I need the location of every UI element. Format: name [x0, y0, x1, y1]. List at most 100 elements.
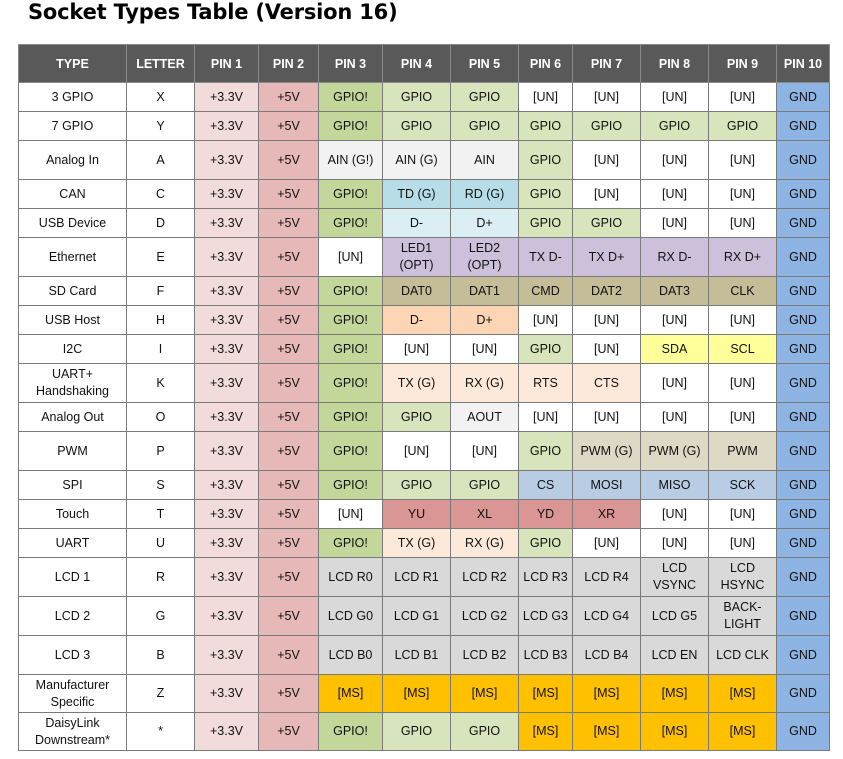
table-row: PWM P +3.3V +5V GPIO! [UN] [UN] GPIO PWM (G) PWM …: [18, 431, 830, 471]
socket-letter-cell: E: [126, 237, 195, 277]
pin-9-cell: [UN]: [708, 528, 777, 558]
socket-type-cell: DaisyLink Downstream*: [18, 712, 127, 751]
pin-5-cell: RD (G): [450, 179, 519, 209]
pin-5-cell: [UN]: [450, 334, 519, 364]
pin-9-cell: [UN]: [708, 208, 777, 238]
pin-4-cell: LCD B1: [382, 635, 451, 675]
pin-1-cell: +3.3V: [194, 596, 259, 636]
pin-3-cell: [MS]: [318, 674, 383, 713]
pin-1-cell: +3.3V: [194, 363, 259, 403]
pin-7-cell: [UN]: [572, 528, 641, 558]
pin-8-cell: [UN]: [640, 82, 709, 112]
pin-5-cell: GPIO: [450, 111, 519, 141]
pin-1-cell: +3.3V: [194, 528, 259, 558]
pin-5-cell: LED2 (OPT): [450, 237, 519, 277]
pin-6-cell: [MS]: [518, 674, 573, 713]
pin-5-cell: AIN: [450, 140, 519, 180]
table-row: 7 GPIO Y +3.3V +5V GPIO! GPIO GPIO GPIO GPIO GPIO…: [18, 111, 830, 141]
pin-7-cell: GPIO: [572, 111, 641, 141]
pin-1-cell: +3.3V: [194, 237, 259, 277]
header-pin-6: PIN 6: [518, 44, 573, 83]
pin-4-cell: [MS]: [382, 674, 451, 713]
table-row: LCD 1 R +3.3V +5V LCD R0 LCD R1 LCD R2 LCD R3 LC…: [18, 557, 830, 597]
socket-type-cell: CAN: [18, 179, 127, 209]
pin-8-cell: [MS]: [640, 674, 709, 713]
pin-8-cell: MISO: [640, 470, 709, 500]
pin-6-cell: GPIO: [518, 334, 573, 364]
socket-type-cell: Ethernet: [18, 237, 127, 277]
pin-1-cell: +3.3V: [194, 674, 259, 713]
socket-letter-cell: F: [126, 276, 195, 306]
pin-8-cell: [UN]: [640, 140, 709, 180]
socket-type-cell: I2C: [18, 334, 127, 364]
socket-letter-cell: U: [126, 528, 195, 558]
pin-6-cell: [MS]: [518, 712, 573, 751]
pin-7-cell: LCD B4: [572, 635, 641, 675]
pin-2-cell: +5V: [258, 237, 319, 277]
header-pin-2: PIN 2: [258, 44, 319, 83]
socket-type-cell: LCD 1: [18, 557, 127, 597]
pin-6-cell: LCD G3: [518, 596, 573, 636]
pin-2-cell: +5V: [258, 528, 319, 558]
pin-1-cell: +3.3V: [194, 111, 259, 141]
table-row: USB Host H +3.3V +5V GPIO! D- D+ [UN] [UN] [UN] [U…: [18, 305, 830, 335]
table-row: I2C I +3.3V +5V GPIO! [UN] [UN] GPIO [UN] SDA SCL G…: [18, 334, 830, 364]
header-pin-1: PIN 1: [194, 44, 259, 83]
pin-3-cell: GPIO!: [318, 82, 383, 112]
pin-10-cell: GND: [776, 334, 830, 364]
pin-3-cell: LCD R0: [318, 557, 383, 597]
pin-7-cell: GPIO: [572, 208, 641, 238]
socket-type-cell: Analog Out: [18, 402, 127, 432]
pin-10-cell: GND: [776, 208, 830, 238]
pin-10-cell: GND: [776, 674, 830, 713]
pin-7-cell: CTS: [572, 363, 641, 403]
pin-9-cell: SCL: [708, 334, 777, 364]
pin-9-cell: [UN]: [708, 82, 777, 112]
pin-10-cell: GND: [776, 470, 830, 500]
pin-10-cell: GND: [776, 276, 830, 306]
pin-4-cell: YU: [382, 499, 451, 529]
pin-1-cell: +3.3V: [194, 557, 259, 597]
socket-type-cell: UART: [18, 528, 127, 558]
pin-6-cell: RTS: [518, 363, 573, 403]
pin-9-cell: LCD HSYNC: [708, 557, 777, 597]
pin-6-cell: TX D-: [518, 237, 573, 277]
pin-3-cell: GPIO!: [318, 305, 383, 335]
table-row: Ethernet E +3.3V +5V [UN] LED1 (OPT) LED2 (OPT…: [18, 237, 830, 277]
socket-letter-cell: O: [126, 402, 195, 432]
pin-3-cell: GPIO!: [318, 431, 383, 471]
socket-letter-cell: S: [126, 470, 195, 500]
pin-6-cell: GPIO: [518, 140, 573, 180]
pin-4-cell: TD (G): [382, 179, 451, 209]
pin-1-cell: +3.3V: [194, 635, 259, 675]
pin-9-cell: LCD CLK: [708, 635, 777, 675]
pin-1-cell: +3.3V: [194, 499, 259, 529]
header-type: TYPE: [18, 44, 127, 83]
pin-9-cell: CLK: [708, 276, 777, 306]
pin-4-cell: D-: [382, 305, 451, 335]
pin-2-cell: +5V: [258, 179, 319, 209]
pin-8-cell: [UN]: [640, 208, 709, 238]
pin-3-cell: GPIO!: [318, 363, 383, 403]
pin-4-cell: DAT0: [382, 276, 451, 306]
socket-letter-cell: Z: [126, 674, 195, 713]
pin-3-cell: GPIO!: [318, 470, 383, 500]
pin-10-cell: GND: [776, 712, 830, 751]
pin-10-cell: GND: [776, 111, 830, 141]
pin-4-cell: GPIO: [382, 111, 451, 141]
pin-10-cell: GND: [776, 499, 830, 529]
socket-type-cell: SD Card: [18, 276, 127, 306]
pin-4-cell: LCD G1: [382, 596, 451, 636]
pin-2-cell: +5V: [258, 334, 319, 364]
pin-8-cell: RX D-: [640, 237, 709, 277]
pin-2-cell: +5V: [258, 111, 319, 141]
pin-6-cell: YD: [518, 499, 573, 529]
pin-6-cell: GPIO: [518, 179, 573, 209]
pin-8-cell: [UN]: [640, 499, 709, 529]
table-row: USB Device D +3.3V +5V GPIO! D- D+ GPIO GPIO [UN]…: [18, 208, 830, 238]
pin-6-cell: [UN]: [518, 82, 573, 112]
pin-2-cell: +5V: [258, 712, 319, 751]
socket-letter-cell: R: [126, 557, 195, 597]
pin-10-cell: GND: [776, 305, 830, 335]
pin-3-cell: GPIO!: [318, 712, 383, 751]
